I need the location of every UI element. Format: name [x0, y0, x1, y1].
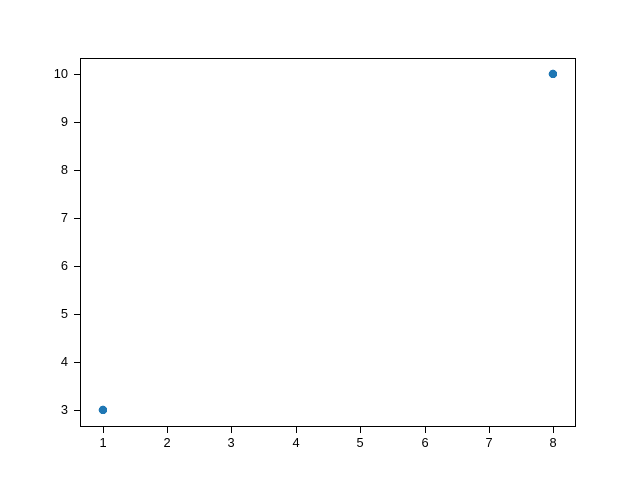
svg-text:7: 7 [485, 435, 492, 450]
svg-text:8: 8 [549, 435, 556, 450]
svg-text:7: 7 [61, 210, 68, 225]
svg-text:2: 2 [163, 435, 170, 450]
svg-text:5: 5 [356, 435, 363, 450]
svg-text:8: 8 [61, 162, 68, 177]
svg-text:4: 4 [61, 354, 68, 369]
svg-text:6: 6 [421, 435, 428, 450]
svg-text:9: 9 [61, 114, 68, 129]
svg-text:4: 4 [292, 435, 299, 450]
svg-text:3: 3 [61, 402, 68, 417]
svg-text:6: 6 [61, 258, 68, 273]
svg-text:5: 5 [61, 306, 68, 321]
svg-text:3: 3 [227, 435, 234, 450]
svg-text:1: 1 [99, 435, 106, 450]
svg-text:10: 10 [54, 66, 68, 81]
